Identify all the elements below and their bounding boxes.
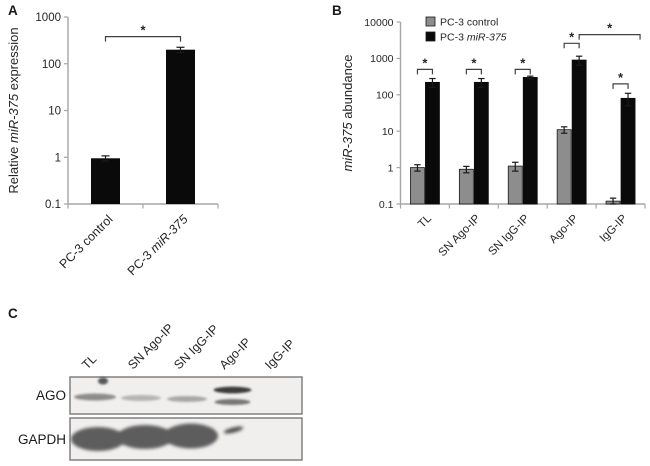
gapdh-band-1 <box>117 425 173 449</box>
panel-b-label: B <box>332 3 342 18</box>
panel-a-label: A <box>8 3 18 18</box>
category-label: IgG-IP <box>598 212 630 244</box>
category-label: PC-3 control <box>57 212 116 271</box>
ago-band-3 <box>167 396 207 402</box>
ago-band-1 <box>98 377 108 385</box>
y-tick-label: 10000 <box>364 17 393 29</box>
category-label: TL <box>416 212 434 230</box>
bar-s0-g3 <box>556 129 572 205</box>
gapdh-band-0 <box>71 427 125 451</box>
sig-bracket <box>514 68 531 75</box>
y-tick-label: 1 <box>388 162 394 174</box>
y-tick-label: 10 <box>48 106 61 118</box>
bar-0 <box>91 158 120 204</box>
y-tick-label: 1000 <box>370 53 394 65</box>
bar-s0-g1 <box>458 168 474 205</box>
lane-label-3: Ago-IP <box>217 335 254 372</box>
blot-row-label-ago: AGO <box>35 388 66 403</box>
bar-s0-g2 <box>507 165 523 205</box>
y-tick-label: 100 <box>376 90 394 102</box>
gapdh-band-3 <box>223 426 244 434</box>
bar-s1-g4 <box>620 97 636 205</box>
sig-asterisk: * <box>140 23 146 38</box>
y-tick-label: 10 <box>382 126 394 138</box>
lane-label-1: SN Ago-IP <box>125 321 176 372</box>
legend-swatch-1 <box>425 31 436 42</box>
category-label: PC-3 miR-375 <box>125 212 191 278</box>
sig-bracket <box>104 36 182 42</box>
lane-label-0: TL <box>79 352 99 372</box>
y-tick-label: 0.1 <box>379 199 394 211</box>
sig-bracket <box>612 83 629 89</box>
ago-band-5 <box>214 399 251 405</box>
panel-a-bar-chart: 0.1 1 10 100 1000 Relative miR-375 expression… <box>6 12 219 278</box>
category-label: Ago-IP <box>547 212 581 246</box>
legend-swatch-0 <box>425 16 436 27</box>
bar-s0-g0 <box>410 167 425 205</box>
sig-asterisk: * <box>471 55 477 70</box>
sig-asterisk: * <box>618 70 624 85</box>
sig-bracket <box>416 68 434 75</box>
y-tick-label: 0.1 <box>45 199 61 211</box>
lane-label-4: IgG-IP <box>262 337 297 372</box>
bar-s1-g0 <box>425 81 440 205</box>
ago-band-0 <box>74 393 116 401</box>
y-axis-title: Relative miR-375 expression <box>6 27 21 193</box>
lane-label-2: SN IgG-IP <box>171 322 221 372</box>
sig-bracket <box>563 42 580 49</box>
bar-s1-g2 <box>522 77 538 205</box>
ago-band-4 <box>213 386 252 394</box>
legend-label-1: PC-3 miR-375 <box>440 32 507 44</box>
sig-bracket <box>465 68 482 75</box>
sig-asterisk: * <box>422 55 428 70</box>
category-label: SN IgG-IP <box>486 212 532 258</box>
bar-s1-g3 <box>571 59 587 205</box>
sig-bracket <box>578 34 641 40</box>
legend-label-0: PC-3 control <box>440 17 498 29</box>
blot-row-label-gapdh: GAPDH <box>17 432 66 447</box>
ago-band-2 <box>121 395 161 401</box>
y-tick-label: 100 <box>42 59 61 71</box>
bar-1 <box>166 49 195 204</box>
gapdh-band-2 <box>164 423 218 449</box>
bar-s1-g1 <box>473 81 489 205</box>
y-tick-label: 1000 <box>35 12 61 24</box>
panel-c-label: C <box>8 306 18 321</box>
y-axis-title: miR-375 abundance <box>340 54 355 171</box>
sig-asterisk: * <box>569 29 575 44</box>
sig-asterisk: * <box>607 21 613 36</box>
sig-asterisk: * <box>520 55 526 70</box>
y-tick-label: 1 <box>55 152 61 164</box>
category-label: SN Ago-IP <box>437 212 484 259</box>
